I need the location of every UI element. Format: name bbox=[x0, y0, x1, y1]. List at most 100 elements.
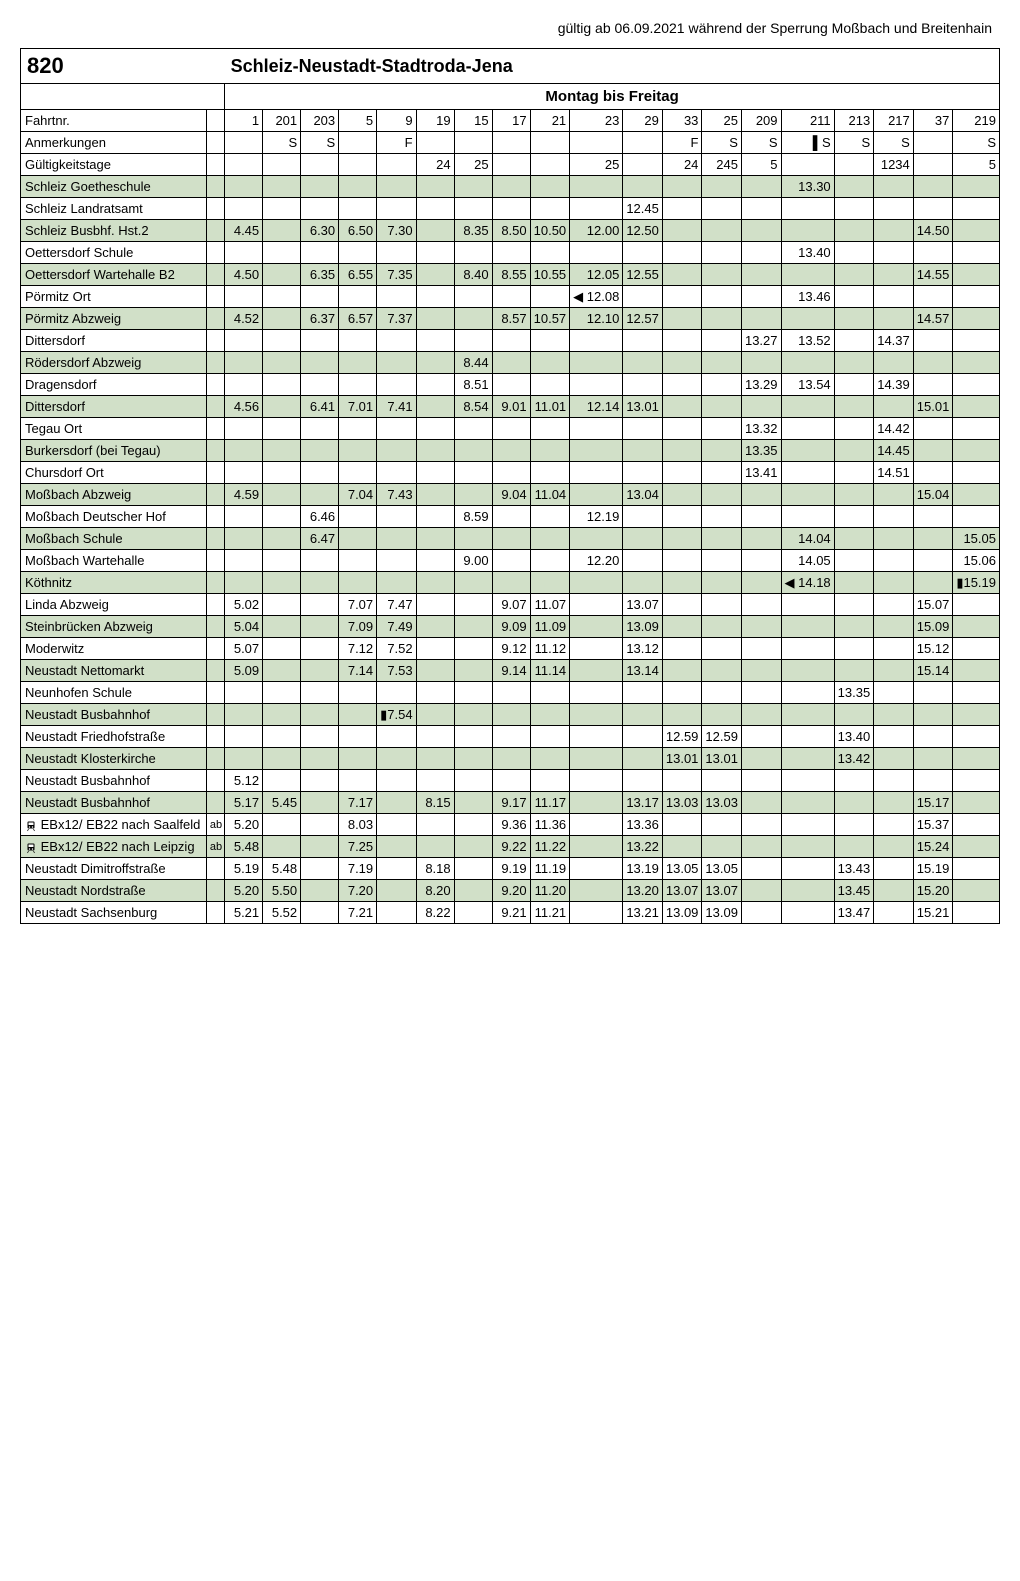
time-cell bbox=[834, 792, 874, 814]
time-cell bbox=[781, 682, 834, 704]
time-cell bbox=[416, 814, 454, 836]
time-cell bbox=[913, 330, 953, 352]
time-cell bbox=[702, 660, 742, 682]
time-cell bbox=[570, 726, 623, 748]
trip-number: 33 bbox=[662, 110, 702, 132]
validity-cell: 5 bbox=[741, 154, 781, 176]
time-cell: 5.07 bbox=[225, 638, 263, 660]
time-cell: 9.14 bbox=[492, 660, 530, 682]
time-cell bbox=[741, 726, 781, 748]
time-cell: 7.21 bbox=[339, 902, 377, 924]
time-cell: 12.57 bbox=[623, 308, 663, 330]
time-cell: 4.50 bbox=[225, 264, 263, 286]
time-cell: 13.07 bbox=[702, 880, 742, 902]
time-cell: 13.21 bbox=[623, 902, 663, 924]
note-cell bbox=[454, 132, 492, 154]
stop-name: Neustadt Busbahnhof bbox=[21, 770, 207, 792]
time-cell bbox=[454, 880, 492, 902]
validity-cell bbox=[377, 154, 416, 176]
time-cell: ▮15.19 bbox=[953, 572, 1000, 594]
time-cell bbox=[781, 440, 834, 462]
time-cell bbox=[530, 352, 570, 374]
ab-indicator bbox=[206, 616, 224, 638]
time-cell bbox=[834, 374, 874, 396]
validity-cell bbox=[492, 154, 530, 176]
time-cell bbox=[953, 858, 1000, 880]
route-number: 820 bbox=[21, 49, 225, 84]
time-cell: 7.37 bbox=[377, 308, 416, 330]
time-cell bbox=[834, 330, 874, 352]
time-cell bbox=[702, 682, 742, 704]
route-name: Schleiz-Neustadt-Stadtroda-Jena bbox=[225, 49, 1000, 84]
time-cell bbox=[454, 572, 492, 594]
ab-indicator bbox=[206, 528, 224, 550]
time-cell bbox=[834, 198, 874, 220]
stop-name: Linda Abzweig bbox=[21, 594, 207, 616]
time-cell: 15.04 bbox=[913, 484, 953, 506]
time-cell bbox=[874, 814, 914, 836]
time-cell: 9.12 bbox=[492, 638, 530, 660]
time-cell bbox=[263, 726, 301, 748]
time-cell bbox=[416, 682, 454, 704]
time-cell bbox=[225, 704, 263, 726]
time-cell bbox=[225, 462, 263, 484]
time-cell bbox=[225, 286, 263, 308]
stop-name: Köthnitz bbox=[21, 572, 207, 594]
time-cell bbox=[492, 704, 530, 726]
time-cell: 14.39 bbox=[874, 374, 914, 396]
time-cell bbox=[953, 264, 1000, 286]
stop-name: Burkersdorf (bei Tegau) bbox=[21, 440, 207, 462]
validity-cell bbox=[530, 154, 570, 176]
note-cell: S bbox=[301, 132, 339, 154]
time-cell: 7.52 bbox=[377, 638, 416, 660]
time-cell bbox=[834, 550, 874, 572]
ab-indicator: ab bbox=[206, 836, 224, 858]
ab-indicator bbox=[206, 506, 224, 528]
time-cell bbox=[454, 176, 492, 198]
time-cell bbox=[301, 374, 339, 396]
time-cell bbox=[454, 814, 492, 836]
time-cell bbox=[454, 440, 492, 462]
time-cell bbox=[339, 198, 377, 220]
time-cell bbox=[623, 726, 663, 748]
time-cell bbox=[454, 528, 492, 550]
time-cell bbox=[492, 770, 530, 792]
time-cell bbox=[913, 286, 953, 308]
time-cell: 11.36 bbox=[530, 814, 570, 836]
time-cell bbox=[492, 506, 530, 528]
time-cell: 8.55 bbox=[492, 264, 530, 286]
time-cell bbox=[454, 616, 492, 638]
time-cell bbox=[530, 682, 570, 704]
time-cell bbox=[913, 748, 953, 770]
time-cell bbox=[662, 528, 702, 550]
time-cell bbox=[662, 616, 702, 638]
time-cell bbox=[225, 726, 263, 748]
time-cell: 8.40 bbox=[454, 264, 492, 286]
time-cell bbox=[454, 418, 492, 440]
time-cell bbox=[416, 484, 454, 506]
time-cell bbox=[454, 836, 492, 858]
time-cell bbox=[339, 726, 377, 748]
ab-indicator bbox=[206, 242, 224, 264]
time-cell bbox=[570, 572, 623, 594]
time-cell bbox=[662, 682, 702, 704]
time-cell bbox=[702, 176, 742, 198]
time-cell bbox=[913, 462, 953, 484]
time-cell: 14.55 bbox=[913, 264, 953, 286]
time-cell bbox=[339, 418, 377, 440]
ab-indicator bbox=[206, 198, 224, 220]
time-cell bbox=[225, 176, 263, 198]
time-cell bbox=[301, 836, 339, 858]
ab-indicator: ab bbox=[206, 814, 224, 836]
time-cell: 13.32 bbox=[741, 418, 781, 440]
time-cell bbox=[301, 616, 339, 638]
note-cell: S bbox=[953, 132, 1000, 154]
time-cell bbox=[570, 704, 623, 726]
time-cell bbox=[953, 902, 1000, 924]
time-cell bbox=[492, 682, 530, 704]
time-cell bbox=[377, 880, 416, 902]
stop-name: Pörmitz Ort bbox=[21, 286, 207, 308]
time-cell bbox=[530, 418, 570, 440]
time-cell bbox=[781, 814, 834, 836]
time-cell bbox=[454, 748, 492, 770]
